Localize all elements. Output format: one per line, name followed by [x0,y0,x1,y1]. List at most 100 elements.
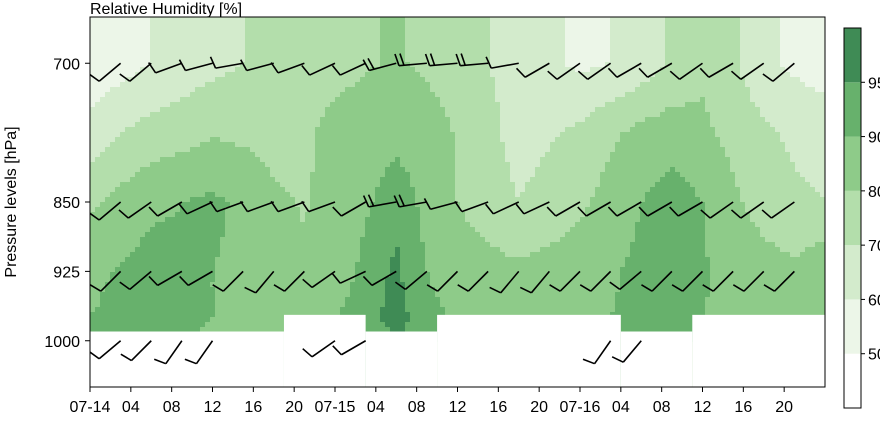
humidity-cell [460,72,466,78]
humidity-cell [595,132,601,138]
humidity-cell [700,47,706,53]
humidity-cell [170,127,176,133]
humidity-cell [145,107,151,113]
humidity-cell [570,182,576,188]
humidity-cell [495,32,501,38]
humidity-cell [310,177,316,183]
humidity-cell [255,62,261,68]
humidity-cell [110,82,116,88]
humidity-cell [125,27,131,33]
humidity-cell [635,147,641,153]
humidity-cell [585,87,591,93]
humidity-cell [155,112,161,118]
humidity-cell [325,32,331,38]
humidity-cell [430,87,436,93]
humidity-cell [285,17,291,23]
humidity-cell [245,167,251,173]
humidity-cell [285,52,291,58]
humidity-cell [230,57,236,63]
humidity-cell [285,177,291,183]
humidity-cell [790,167,796,173]
humidity-cell [505,152,511,158]
humidity-cell [495,167,501,173]
humidity-cell [635,102,641,108]
humidity-cell [420,92,426,98]
humidity-cell [400,152,406,158]
humidity-cell [320,112,326,118]
humidity-cell [705,102,711,108]
humidity-cell [225,152,231,158]
humidity-cell [780,167,786,173]
humidity-cell [475,137,481,143]
humidity-cell [675,137,681,143]
humidity-cell [770,42,776,48]
humidity-cell [565,137,571,143]
humidity-cell [730,152,736,158]
humidity-cell [605,122,611,128]
humidity-cell [330,27,336,33]
humidity-cell [225,42,231,48]
humidity-cell [290,82,296,88]
humidity-cell [410,182,416,188]
humidity-cell [450,37,456,43]
humidity-cell [255,52,261,58]
humidity-cell [240,122,246,128]
humidity-cell [170,57,176,63]
humidity-cell [390,27,396,33]
humidity-cell [520,62,526,68]
humidity-cell [630,22,636,28]
humidity-cell [160,112,166,118]
humidity-cell [375,92,381,98]
humidity-cell [720,152,726,158]
humidity-cell [180,17,186,23]
humidity-cell [710,147,716,153]
humidity-cell [735,182,741,188]
humidity-cell [805,87,811,93]
humidity-cell [795,52,801,58]
humidity-cell [790,147,796,153]
humidity-cell [275,37,281,43]
humidity-cell [380,117,386,123]
humidity-cell [420,137,426,143]
humidity-cell [795,112,801,118]
humidity-cell [645,57,651,63]
humidity-cell [810,117,816,123]
humidity-cell [480,17,486,23]
humidity-cell [370,162,376,168]
humidity-cell [535,167,541,173]
humidity-cell [205,132,211,138]
humidity-cell [645,127,651,133]
humidity-cell [795,167,801,173]
humidity-cell [595,57,601,63]
humidity-cell [110,72,116,78]
humidity-cell [775,122,781,128]
humidity-cell [105,177,111,183]
humidity-cell [610,77,616,83]
humidity-cell [510,87,516,93]
humidity-cell [610,52,616,58]
humidity-cell [790,42,796,48]
humidity-cell [365,37,371,43]
humidity-cell [400,112,406,118]
humidity-cell [275,92,281,98]
humidity-cell [225,127,231,133]
humidity-cell [105,132,111,138]
humidity-cell [310,172,316,178]
humidity-cell [315,97,321,103]
humidity-cell [565,127,571,133]
humidity-cell [685,152,691,158]
humidity-cell [485,17,491,23]
humidity-cell [525,52,531,58]
humidity-cell [440,127,446,133]
humidity-cell [365,112,371,118]
humidity-cell [810,157,816,163]
humidity-cell [250,97,256,103]
humidity-cell [390,167,396,173]
humidity-cell [695,162,701,168]
humidity-cell [815,142,821,148]
humidity-cell [220,147,226,153]
humidity-cell [135,182,141,188]
humidity-cell [750,117,756,123]
humidity-cell [440,97,446,103]
humidity-cell [595,112,601,118]
